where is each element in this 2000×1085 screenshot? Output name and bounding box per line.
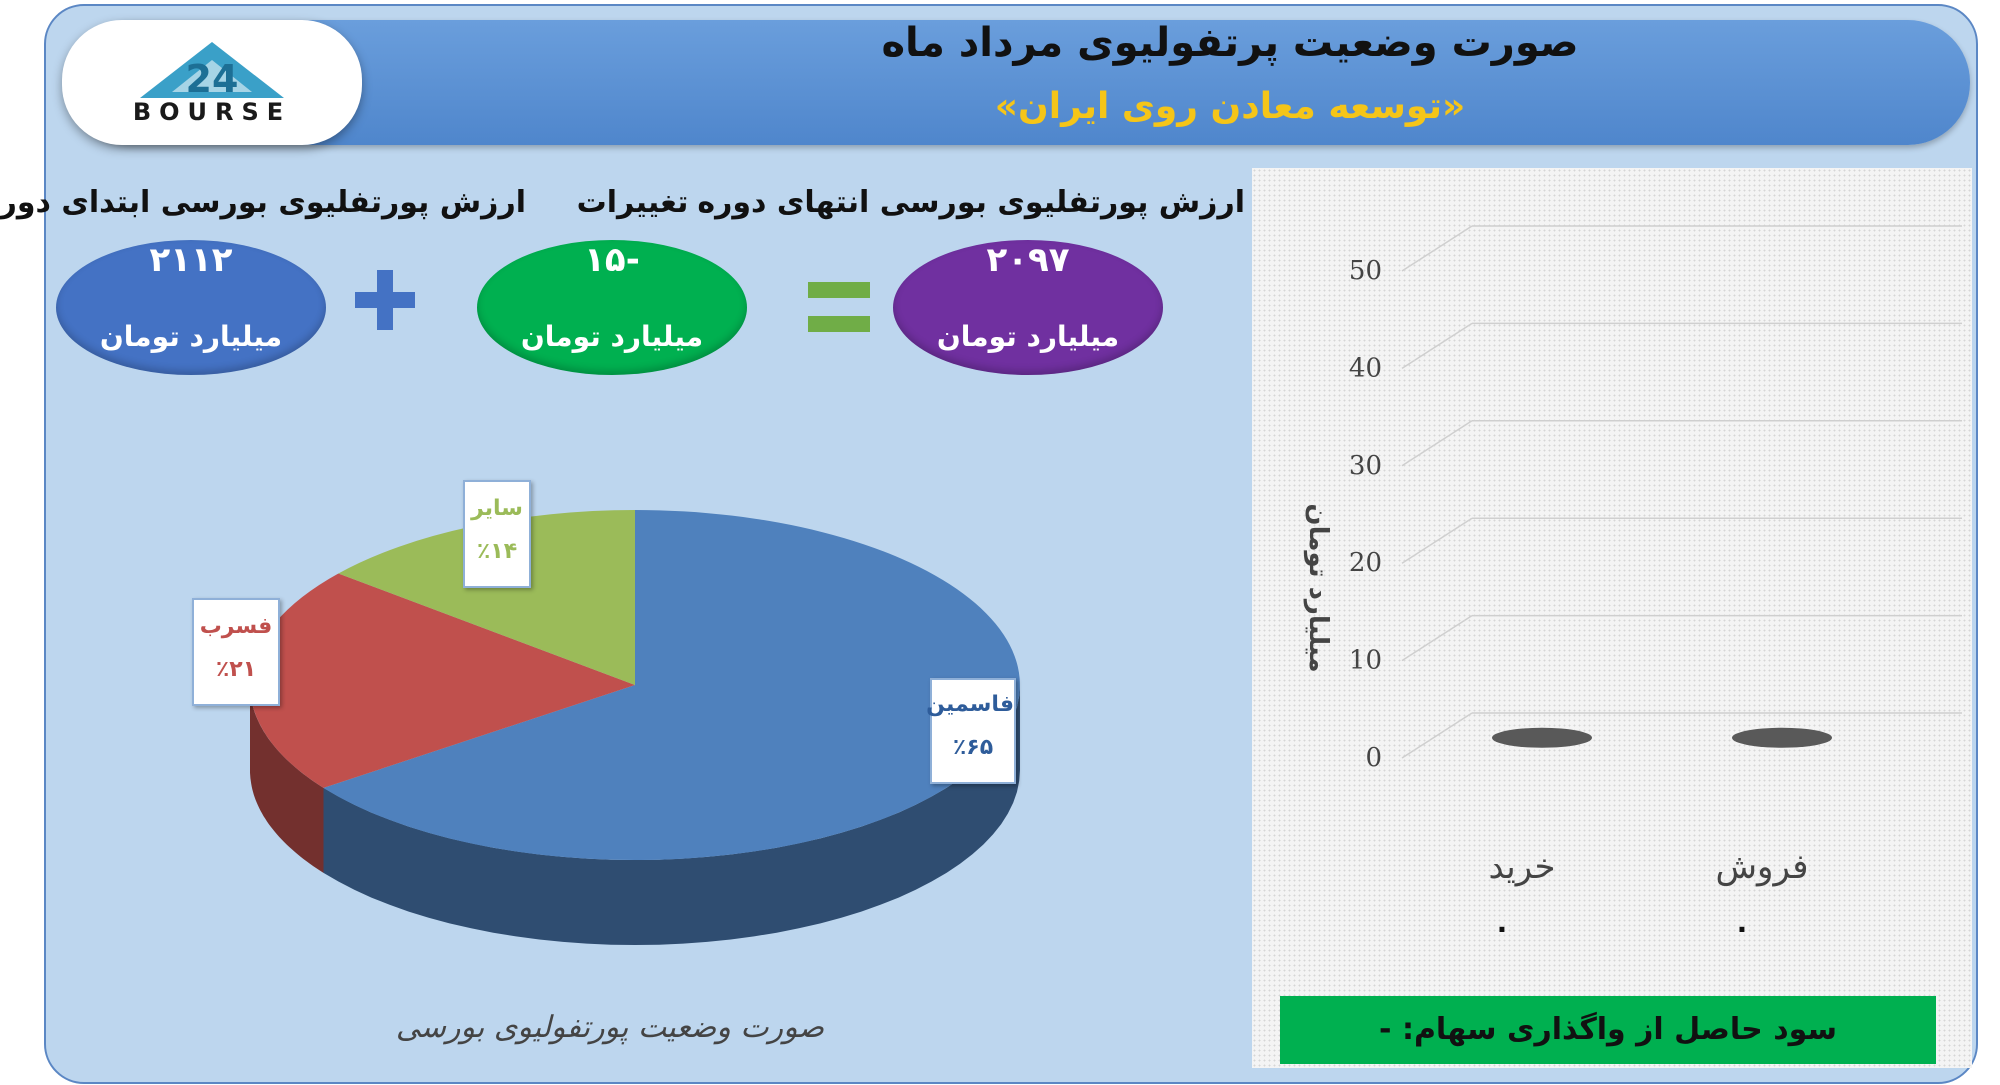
- pie-label-other-pct: ٪۱۴: [476, 539, 518, 564]
- footer-profit-bar: سود حاصل از واگذاری سهام: -: [1280, 996, 1936, 1064]
- page-subtitle: «توسعه معادن روی ایران»: [994, 86, 1466, 127]
- pie-label-fasmin-pct: ٪۶۵: [952, 735, 994, 760]
- end-value-label: ارزش پورتفلیوی بورسی انتهای دوره: [697, 185, 1245, 220]
- pie-side-0: [323, 685, 1020, 945]
- change-unit: میلیارد تومان: [520, 320, 704, 353]
- grid-line-depth: [1401, 420, 1473, 467]
- end-value-oval: ۲۰۹۷ میلیارد تومان: [893, 240, 1163, 375]
- pie-label-fasorb-name: فسرب: [199, 614, 273, 639]
- header-banner: [70, 20, 1970, 145]
- pie-slice-2: [338, 510, 635, 685]
- bar-0: [1492, 727, 1592, 748]
- pie-label-other: سایر ٪۱۴: [463, 480, 531, 588]
- y-tick-label: 20: [1349, 548, 1382, 578]
- pie-side-1: [250, 685, 324, 873]
- pie-label-fasmin-name: فاسمین: [926, 692, 1014, 717]
- grid-line-depth: [1401, 322, 1473, 370]
- grid-line-depth: [1401, 517, 1473, 564]
- pie-chart-svg: [250, 510, 1020, 945]
- y-tick-label: 40: [1349, 353, 1382, 383]
- y-tick-label: 50: [1349, 256, 1382, 286]
- pie-label-fasorb-pct: ٪۲۱: [215, 657, 257, 682]
- grid-line-depth: [1401, 712, 1473, 759]
- end-unit: میلیارد تومان: [936, 320, 1120, 353]
- pie-slice-0: [323, 510, 1020, 860]
- x-category-label: خرید: [1488, 847, 1555, 887]
- plus-icon: [355, 270, 415, 330]
- start-value-oval: ۲۱۱۲ میلیارد تومان: [56, 240, 326, 375]
- bar-data-label: .: [1737, 906, 1748, 939]
- equals-icon: [808, 282, 870, 332]
- change-value: -۱۵: [584, 240, 640, 280]
- pie-slice-1: [250, 573, 635, 788]
- y-tick-label: 0: [1365, 743, 1382, 773]
- bar-1: [1732, 727, 1832, 748]
- pie-label-other-name: سایر: [471, 496, 523, 521]
- start-value-label: ارزش پورتفلیوی بورسی ابتدای دوره: [0, 185, 526, 220]
- pie-caption: صورت وضعیت پورتفولیوی بورسی: [395, 1010, 825, 1045]
- bar-data-label: .: [1497, 906, 1508, 939]
- start-unit: میلیارد تومان: [99, 320, 283, 353]
- y-tick-label: 10: [1349, 646, 1382, 676]
- change-label: تغییرات: [576, 185, 689, 220]
- pie-label-fasmin: فاسمین ٪۶۵: [926, 678, 1016, 784]
- start-value: ۲۱۱۲: [149, 240, 233, 280]
- change-oval: -۱۵ میلیارد تومان: [477, 240, 747, 375]
- grid-line-depth: [1401, 225, 1473, 272]
- pie-label-fasorb: فسرب ٪۲۱: [192, 598, 280, 706]
- x-category-label: فروش: [1716, 847, 1809, 887]
- trade-chart-panel: 0 10 20 30 40 50 میلیارد تومان خرید. فروش.: [1252, 168, 1972, 1068]
- logo-mark-icon: 24 BOURSE: [133, 42, 291, 126]
- end-value: ۲۰۹۷: [986, 240, 1070, 280]
- trade-chart-svg: 0 10 20 30 40 50 میلیارد تومان خرید. فروش.: [1303, 225, 1962, 939]
- pie-chart: [210, 470, 1030, 994]
- bourse-logo: 24 BOURSE: [62, 20, 362, 145]
- y-axis-label: میلیارد تومان: [1303, 503, 1333, 672]
- grid-line-depth: [1401, 614, 1473, 662]
- page-title: صورت وضعیت پرتفولیوی مرداد ماه: [881, 20, 1579, 66]
- svg-text:BOURSE: BOURSE: [133, 98, 291, 126]
- y-tick-label: 30: [1349, 451, 1382, 481]
- svg-text:24: 24: [186, 57, 239, 101]
